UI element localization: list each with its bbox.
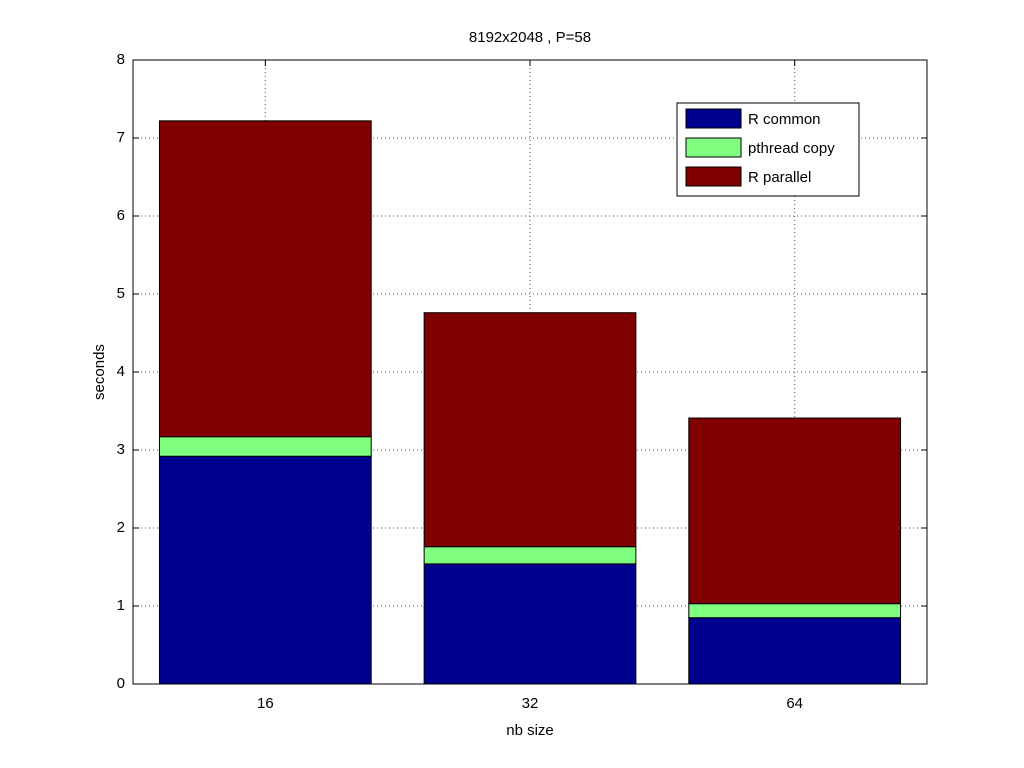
bar-segment bbox=[423, 563, 637, 685]
y-tick-label: 2 bbox=[117, 519, 125, 536]
y-tick-label: 7 bbox=[117, 129, 125, 146]
bar-segment bbox=[688, 617, 902, 685]
chart-title: 8192x2048 , P=58 bbox=[469, 29, 591, 46]
bar-segment bbox=[688, 603, 902, 619]
legend-label: pthread copy bbox=[748, 140, 835, 157]
legend-swatch bbox=[685, 166, 742, 187]
bar-segment bbox=[158, 455, 372, 685]
legend-swatch bbox=[685, 137, 742, 158]
bar-segment bbox=[158, 436, 372, 457]
x-axis-label: nb size bbox=[506, 722, 554, 739]
bar-segment bbox=[688, 417, 902, 605]
y-tick-label: 8 bbox=[117, 51, 125, 68]
y-tick-label: 0 bbox=[117, 675, 125, 692]
bar-segment bbox=[158, 120, 372, 438]
x-tick-label: 32 bbox=[522, 695, 539, 712]
bar-segment bbox=[423, 546, 637, 565]
legend-label: R common bbox=[748, 111, 821, 128]
bar-segment bbox=[423, 312, 637, 548]
y-axis-label: seconds bbox=[91, 344, 108, 400]
y-tick-label: 5 bbox=[117, 285, 125, 302]
legend-swatch bbox=[685, 108, 742, 129]
y-tick-label: 4 bbox=[117, 363, 125, 380]
plot-frame bbox=[132, 59, 928, 685]
y-tick-label: 1 bbox=[117, 597, 125, 614]
x-tick-label: 64 bbox=[786, 695, 803, 712]
y-tick-label: 6 bbox=[117, 207, 125, 224]
y-tick-label: 3 bbox=[117, 441, 125, 458]
legend-label: R parallel bbox=[748, 169, 811, 186]
x-tick-label: 16 bbox=[257, 695, 274, 712]
